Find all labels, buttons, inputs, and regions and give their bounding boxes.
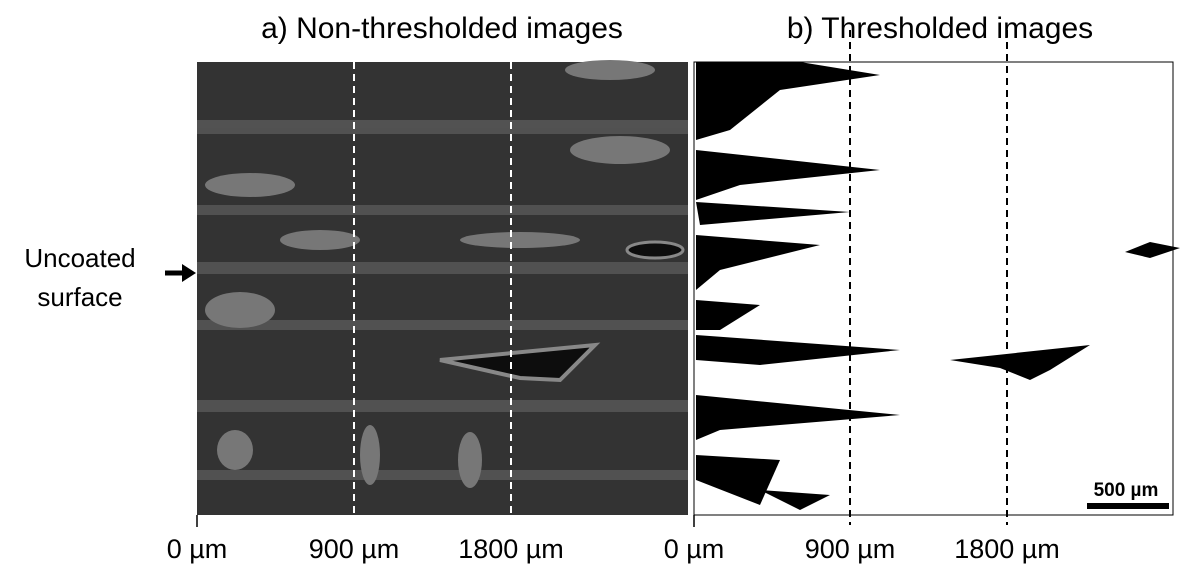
arrow [165, 264, 196, 282]
tick-label: 0 µm [664, 534, 725, 564]
tick-label: 1800 µm [954, 534, 1060, 564]
tick-label: 900 µm [805, 534, 896, 564]
scale-bar-label: 500 µm [1094, 480, 1159, 501]
tick-label: 1800 µm [458, 534, 564, 564]
side-label: surface [37, 282, 122, 312]
micrograph-thresholded [693, 30, 1180, 525]
tick-marks [196, 515, 695, 527]
panel-title: a) Non-thresholded images [261, 12, 623, 45]
tick-label: 0 µm [167, 534, 228, 564]
tick-label: 900 µm [309, 534, 400, 564]
side-label: Uncoated [24, 243, 135, 273]
micrograph-raw [197, 60, 688, 525]
panel-title: b) Thresholded images [787, 12, 1093, 45]
